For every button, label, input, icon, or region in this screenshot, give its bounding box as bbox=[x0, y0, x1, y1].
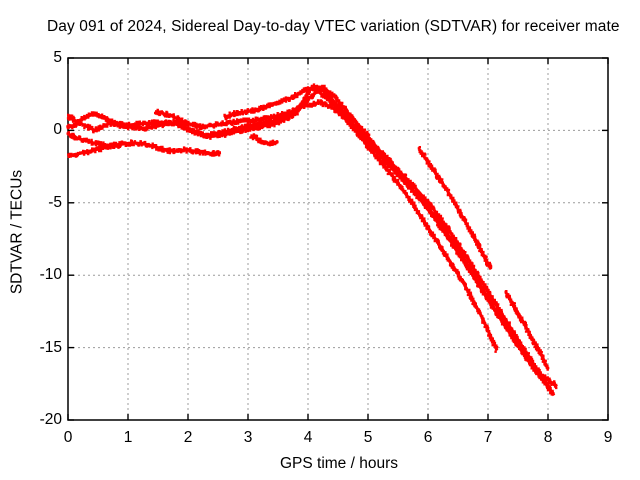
data-points-arc7a bbox=[417, 146, 493, 269]
y-tick-label: 5 bbox=[53, 49, 62, 66]
data-points-arc2 bbox=[66, 85, 558, 390]
x-tick-label: 2 bbox=[183, 429, 193, 446]
x-tick-label: 7 bbox=[483, 429, 493, 446]
y-tick-label: -15 bbox=[39, 338, 62, 356]
data-line-arc1 bbox=[67, 85, 556, 397]
data-points-arc4 bbox=[66, 131, 120, 149]
data-points-arc5 bbox=[154, 99, 499, 353]
data-points-arc1 bbox=[66, 84, 555, 396]
plot-border bbox=[67, 57, 609, 421]
x-tick-label: 3 bbox=[243, 429, 253, 446]
data-points-arc8 bbox=[249, 133, 279, 147]
chart-title: Day 091 of 2024, Sidereal Day-to-day VTE… bbox=[47, 18, 620, 35]
x-tick-label: 1 bbox=[123, 429, 133, 446]
x-tick-label: 6 bbox=[423, 429, 433, 446]
x-tick-label: 5 bbox=[363, 429, 373, 446]
y-tick-label: 0 bbox=[53, 121, 62, 139]
y-tick-label: -5 bbox=[48, 193, 62, 211]
x-tick-label: 0 bbox=[63, 429, 73, 446]
data-line-arc6 bbox=[223, 84, 553, 392]
data-points-arc6 bbox=[223, 83, 552, 394]
y-tick-label: -10 bbox=[39, 266, 62, 284]
x-axis-title: GPS time / hours bbox=[279, 455, 398, 472]
y-tick-label: -20 bbox=[39, 411, 62, 428]
data-points-arc7b bbox=[504, 290, 550, 371]
data-line-arc2 bbox=[67, 86, 558, 388]
x-tick-label: 8 bbox=[543, 429, 553, 446]
x-tick-label: 4 bbox=[303, 429, 313, 446]
data-points-arc3 bbox=[67, 139, 221, 158]
x-tick-label: 9 bbox=[603, 429, 613, 446]
